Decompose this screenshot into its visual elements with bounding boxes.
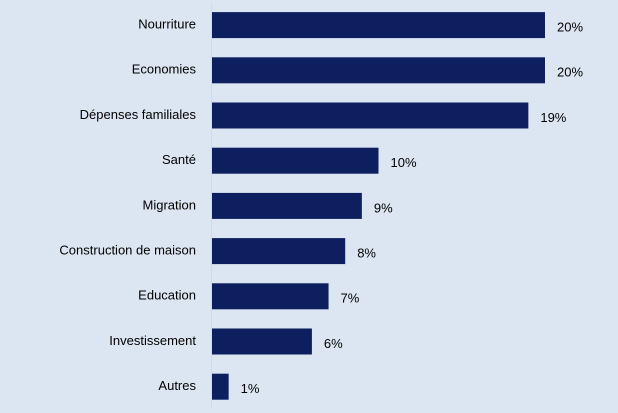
category-label: Construction de maison [59, 243, 196, 258]
value-label: 20% [557, 65, 583, 80]
value-label: 20% [557, 20, 583, 35]
bar [212, 328, 312, 355]
value-label: 10% [391, 155, 417, 170]
category-label: Education [138, 288, 196, 303]
bar [212, 373, 229, 400]
bar [212, 283, 329, 310]
category-label: Investissement [109, 333, 196, 348]
value-label: 8% [357, 246, 376, 261]
value-label: 9% [374, 200, 393, 215]
value-label: 19% [540, 110, 566, 125]
value-label: 1% [241, 381, 260, 396]
category-label: Economies [132, 62, 197, 77]
category-label: Autres [158, 378, 196, 393]
category-label: Dépenses familiales [80, 107, 197, 122]
bar [212, 12, 545, 39]
category-label: Migration [143, 197, 196, 212]
category-label: Santé [162, 152, 196, 167]
value-label: 6% [324, 336, 343, 351]
bar [212, 102, 529, 129]
bar [212, 147, 379, 174]
category-label: Nourriture [138, 17, 196, 32]
value-label: 7% [341, 291, 360, 306]
bar [212, 238, 346, 265]
bar [212, 57, 545, 84]
bar [212, 192, 362, 219]
